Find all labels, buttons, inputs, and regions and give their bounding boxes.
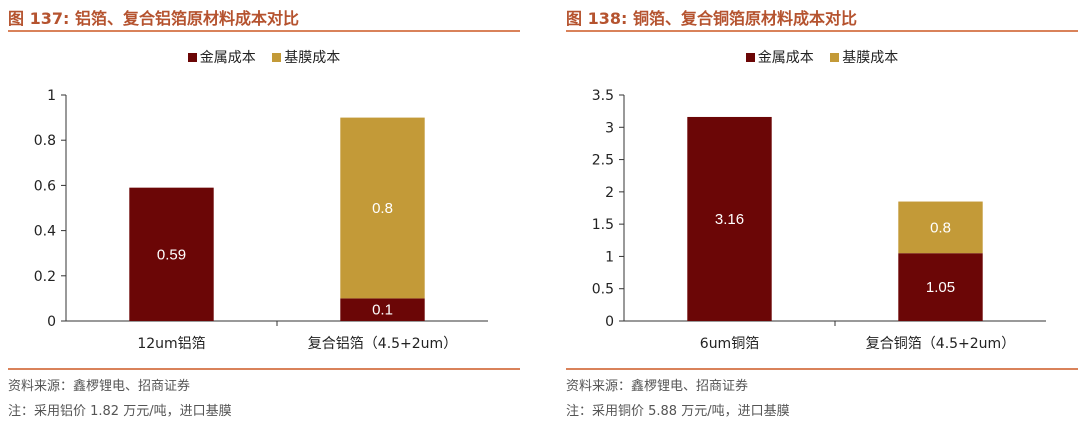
bottom-rule (566, 368, 1078, 370)
y-tick-label: 0.5 (592, 282, 614, 298)
y-tick-label: 0.8 (34, 133, 56, 149)
y-tick-label: 0.4 (34, 224, 56, 240)
legend-swatch-metal (745, 52, 755, 62)
y-tick-label: 0 (47, 314, 56, 330)
source-note: 资料来源：鑫椤锂电、招商证券 (566, 379, 749, 394)
legend-item-film: 基膜成本 (830, 47, 898, 67)
figure-137: 图 137: 铝箔、复合铝箔原材料成本对比 金属成本 基膜成本 0 0.2 0.4 0… (8, 0, 528, 423)
legend-item-metal: 金属成本 (745, 47, 814, 67)
footnote: 注：采用铝价 1.82 万元/吨，进口基膜 (8, 404, 232, 419)
legend: 金属成本 基膜成本 (8, 47, 520, 67)
figure-title: 图 138: 铜箔、复合铜箔原材料成本对比 (566, 9, 857, 28)
x-category-label: 6um铜箔 (700, 336, 759, 352)
legend-label-metal: 金属成本 (199, 50, 256, 66)
bar-metal (129, 187, 214, 321)
bar-metal (898, 253, 983, 321)
x-category-label: 12um铝箔 (137, 336, 205, 352)
x-category-label: 复合铝箔（4.5+2um） (308, 335, 457, 352)
legend-item-metal: 金属成本 (187, 47, 256, 67)
y-tick-label: 3.5 (592, 88, 614, 104)
figure-title: 图 137: 铝箔、复合铝箔原材料成本对比 (8, 9, 299, 28)
figure-138: 图 138: 铜箔、复合铜箔原材料成本对比 金属成本 基膜成本 0 0.5 1 1.5… (566, 0, 1080, 423)
data-label: 3.16 (715, 211, 744, 228)
legend-item-film: 基膜成本 (272, 47, 340, 67)
legend-swatch-film (272, 52, 282, 62)
legend: 金属成本 基膜成本 (566, 47, 1078, 67)
legend-swatch-metal (187, 52, 197, 62)
legend-label-film: 基膜成本 (842, 50, 899, 66)
data-label: 0.59 (157, 246, 186, 263)
legend-label-metal: 金属成本 (757, 50, 814, 66)
x-category-label: 复合铜箔（4.5+2um） (866, 335, 1015, 352)
y-tick-label: 2.5 (592, 153, 614, 169)
data-label: 0.8 (372, 200, 393, 217)
footnote: 注：采用铜价 5.88 万元/吨，进口基膜 (566, 404, 790, 419)
y-tick-label: 0.2 (34, 269, 56, 285)
y-tick-label: 1 (47, 88, 56, 104)
bottom-rule (8, 368, 520, 370)
data-label: 0.8 (930, 219, 951, 236)
y-tick-label: 1 (605, 249, 614, 265)
data-label: 0.1 (372, 302, 393, 319)
bar-film (340, 117, 425, 299)
y-tick-label: 3 (605, 120, 614, 136)
chart-138: 0 0.5 1 1.5 2 2.5 3 3.5 3.16 6um铜箔 1.05 0.8 复合铜箔（4.5… (592, 88, 1046, 352)
bar-film (898, 201, 983, 254)
y-tick-label: 1.5 (592, 217, 614, 233)
legend-label-film: 基膜成本 (284, 50, 341, 66)
legend-swatch-film (830, 52, 840, 62)
title-rule (566, 30, 1078, 32)
chart-137: 0 0.2 0.4 0.6 0.8 1 0.59 12um铝箔 0.1 0.8 复合铝箔（4.5+2… (34, 88, 488, 352)
y-tick-label: 0 (605, 314, 614, 330)
source-note: 资料来源：鑫椤锂电、招商证券 (8, 379, 191, 394)
bar-metal (687, 116, 772, 321)
y-tick-label: 2 (605, 185, 614, 201)
y-tick-label: 0.6 (34, 178, 56, 194)
bar-metal (340, 298, 425, 321)
data-label: 1.05 (926, 279, 955, 296)
title-rule (8, 30, 520, 32)
